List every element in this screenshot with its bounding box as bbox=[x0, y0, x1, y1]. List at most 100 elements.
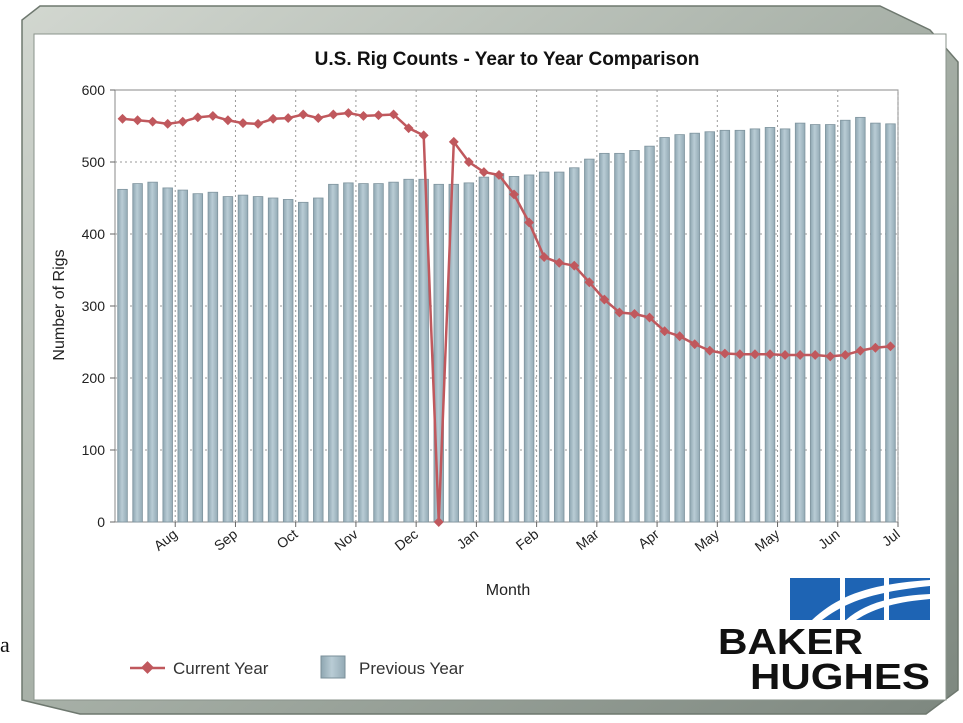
bar-previous-year bbox=[403, 178, 414, 523]
bar-previous-year bbox=[644, 145, 655, 523]
bar-previous-year bbox=[629, 150, 640, 523]
point-current-year bbox=[855, 345, 866, 356]
point-current-year bbox=[253, 118, 263, 129]
point-current-year bbox=[704, 345, 715, 356]
point-current-year bbox=[765, 349, 775, 360]
point-current-year bbox=[674, 331, 685, 342]
y-tick-label: 400 bbox=[82, 226, 106, 242]
point-current-year bbox=[207, 110, 218, 121]
bar-previous-year bbox=[478, 176, 490, 523]
bar-previous-year bbox=[147, 181, 158, 523]
bar-previous-year bbox=[553, 171, 565, 523]
point-current-year bbox=[810, 350, 821, 360]
bar-previous-year bbox=[298, 201, 309, 523]
bar-previous-year bbox=[569, 167, 580, 523]
y-axis-ticks: 0 100 200 300 400 500 600 bbox=[82, 82, 115, 530]
bar-previous-year bbox=[282, 199, 294, 523]
bar-previous-year bbox=[373, 183, 384, 523]
y-tick-label: 200 bbox=[82, 370, 106, 386]
point-current-year bbox=[554, 257, 565, 268]
point-current-year bbox=[177, 116, 188, 127]
bar-previous-year bbox=[267, 197, 279, 523]
bar-previous-year bbox=[599, 152, 610, 523]
bar-previous-year bbox=[132, 183, 143, 523]
point-current-year bbox=[494, 170, 504, 180]
point-current-year bbox=[192, 112, 203, 123]
y-tick-label: 100 bbox=[82, 442, 106, 458]
bar-previous-year bbox=[418, 178, 429, 523]
bar-previous-year bbox=[523, 174, 535, 523]
legend-current-year: Current Year bbox=[173, 659, 269, 678]
bar-previous-year bbox=[749, 128, 761, 523]
bar-previous-year bbox=[704, 131, 715, 523]
y-tick-label: 500 bbox=[82, 154, 106, 170]
point-current-year bbox=[840, 350, 851, 360]
bar-previous-year bbox=[508, 175, 520, 523]
logo-mark-swoosh bbox=[812, 580, 930, 620]
bar-previous-year bbox=[463, 182, 475, 523]
y-tick-label: 600 bbox=[82, 82, 106, 98]
logo-mark-divider-2 bbox=[884, 578, 889, 620]
stray-character: a bbox=[0, 632, 10, 657]
point-current-year bbox=[885, 341, 896, 352]
line-current-year bbox=[122, 111, 891, 524]
bar-previous-year bbox=[538, 171, 550, 523]
point-current-year bbox=[222, 115, 233, 126]
bar-previous-year bbox=[177, 189, 188, 523]
bar-previous-year bbox=[779, 128, 791, 523]
bar-previous-year bbox=[192, 193, 204, 523]
bar-previous-year bbox=[855, 116, 866, 523]
point-current-year bbox=[795, 350, 806, 360]
bar-previous-year bbox=[809, 124, 821, 523]
point-current-year bbox=[478, 167, 489, 178]
y-tick-label: 300 bbox=[82, 298, 106, 314]
previous-year-bars bbox=[117, 116, 896, 523]
point-current-year bbox=[599, 294, 610, 305]
point-current-year bbox=[584, 277, 595, 288]
point-current-year bbox=[524, 217, 535, 228]
bar-previous-year bbox=[493, 173, 505, 523]
bar-previous-year bbox=[584, 158, 595, 523]
bar-previous-year bbox=[117, 188, 128, 523]
y-tick-label: 0 bbox=[97, 514, 105, 530]
logo-mark-divider bbox=[840, 578, 845, 620]
point-current-year bbox=[825, 351, 836, 362]
point-current-year bbox=[463, 157, 474, 167]
x-axis-title: Month bbox=[486, 582, 530, 599]
bar-previous-year bbox=[764, 127, 776, 523]
legend-previous-year-swatch bbox=[320, 655, 346, 679]
y-axis-title: Number of Rigs bbox=[51, 249, 68, 360]
point-current-year bbox=[780, 350, 791, 360]
point-current-year bbox=[147, 116, 158, 127]
point-current-year bbox=[659, 326, 670, 337]
bar-previous-year bbox=[448, 183, 460, 523]
legend: Current Year Previous Year bbox=[130, 655, 464, 679]
bar-previous-year bbox=[870, 122, 881, 523]
bar-previous-year bbox=[358, 183, 369, 523]
bar-previous-year bbox=[207, 191, 219, 523]
logo-text-line2: HUGHES bbox=[750, 656, 930, 697]
bar-previous-year bbox=[734, 129, 746, 523]
point-current-year bbox=[629, 308, 640, 319]
bar-previous-year bbox=[689, 132, 700, 523]
bar-previous-year bbox=[794, 122, 806, 523]
bar-previous-year bbox=[614, 152, 625, 523]
point-current-year bbox=[132, 115, 143, 126]
chart-title: U.S. Rig Counts - Year to Year Compariso… bbox=[315, 49, 700, 70]
logo-mark-swoosh-2 bbox=[846, 594, 930, 620]
point-current-year bbox=[162, 118, 173, 129]
bar-previous-year bbox=[252, 196, 264, 523]
point-current-year bbox=[569, 260, 580, 271]
point-current-year bbox=[719, 348, 730, 359]
point-current-year bbox=[238, 118, 248, 129]
bar-previous-year bbox=[313, 197, 324, 523]
logo-text-line1: BAKER bbox=[718, 621, 863, 662]
bar-previous-year bbox=[433, 183, 444, 523]
point-current-year bbox=[689, 339, 700, 350]
point-current-year bbox=[448, 136, 459, 147]
bar-previous-year bbox=[388, 181, 399, 523]
point-current-year bbox=[644, 312, 655, 323]
bar-previous-year bbox=[343, 182, 354, 523]
bar-previous-year bbox=[885, 123, 896, 523]
